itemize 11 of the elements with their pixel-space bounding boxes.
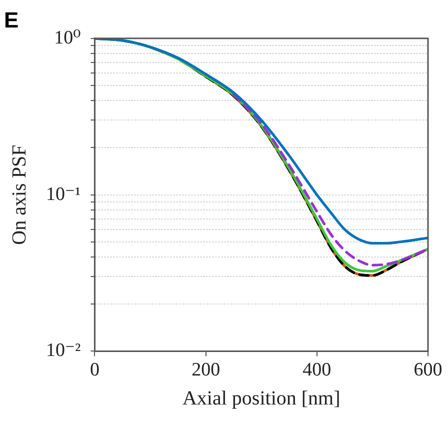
line-series [232, 92, 428, 266]
x-tick-label: 600 [414, 360, 442, 381]
y-tick-label: 10⁻¹ [46, 184, 82, 205]
y-tick-label: 10⁻² [46, 340, 82, 362]
chart-title: E [4, 7, 19, 32]
x-tick-label: 400 [302, 360, 332, 381]
y-tick-label: 10⁰ [54, 27, 82, 48]
x-axis-title: Axial position [nm] [182, 387, 340, 410]
x-tick-label: 0 [90, 360, 100, 381]
x-tick-label: 200 [192, 360, 220, 381]
y-axis-title: On axis PSF [8, 144, 30, 245]
